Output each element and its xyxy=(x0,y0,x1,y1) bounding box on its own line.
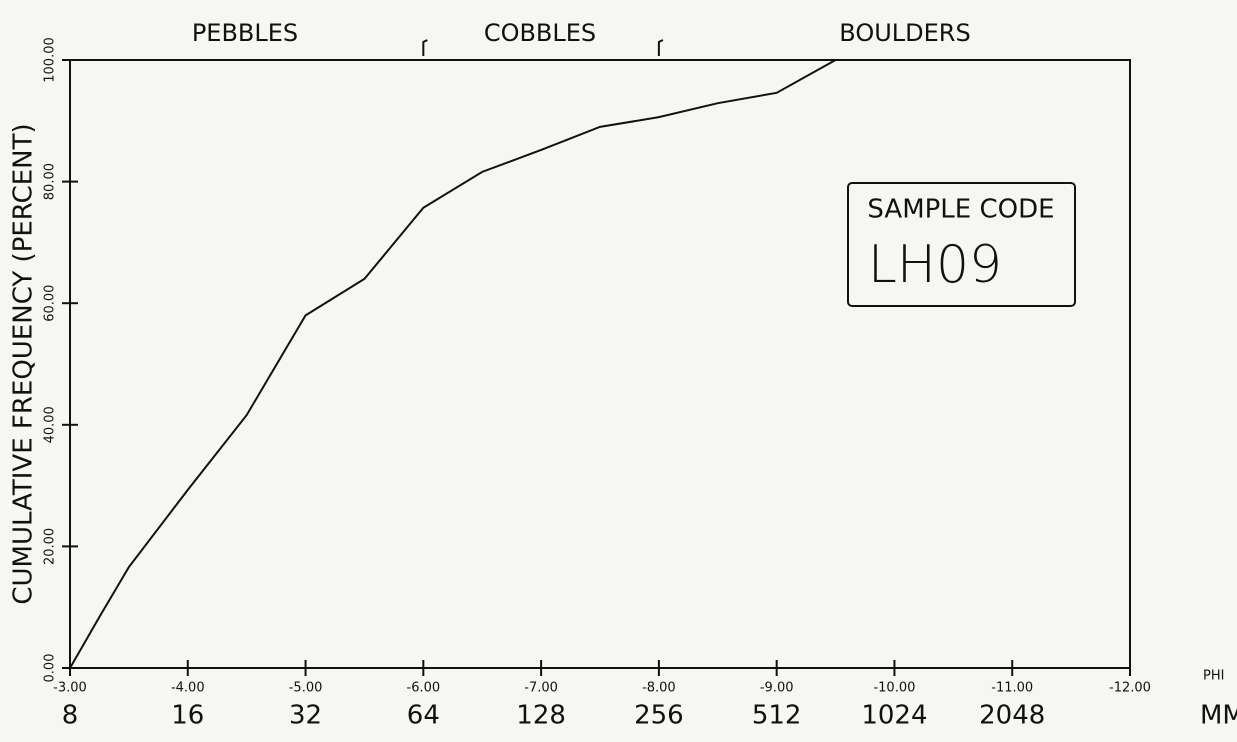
size-class-boundary xyxy=(422,39,428,56)
size-class-label: BOULDERS xyxy=(839,19,970,47)
x-tick-label: -5.00 xyxy=(289,681,323,696)
x2-axis-label: MM xyxy=(1200,701,1237,731)
x-tick-label: -6.00 xyxy=(407,681,441,696)
x-tick-label: -4.00 xyxy=(171,681,205,696)
x-tick-label: -12.00 xyxy=(1109,681,1151,696)
x-tick-label: -7.00 xyxy=(524,681,558,696)
y-axis-label: CUMULATIVE FREQUENCY (PERCENT) xyxy=(9,123,39,604)
mm-label: 1024 xyxy=(861,701,927,731)
x-tick-label: -9.00 xyxy=(760,681,794,696)
x-axis-label: PHI xyxy=(1203,669,1224,684)
mm-label: 64 xyxy=(407,701,440,731)
mm-label: 128 xyxy=(516,701,566,731)
mm-label: 256 xyxy=(634,701,684,731)
mm-label: 32 xyxy=(289,701,322,731)
x-tick-label: -3.00 xyxy=(53,681,87,696)
size-class-boundary xyxy=(657,39,664,56)
annotation-code: LH09 xyxy=(868,235,1002,295)
x-tick-label: -8.00 xyxy=(642,681,676,696)
y-tick-label: 40.00 xyxy=(43,406,58,443)
x-tick-label: -11.00 xyxy=(991,681,1033,696)
data-line xyxy=(69,59,837,669)
mm-label: 8 xyxy=(62,701,79,731)
y-tick-label: 0.00 xyxy=(43,654,58,683)
x-tick-label: -10.00 xyxy=(873,681,915,696)
annotation-title: SAMPLE CODE xyxy=(867,195,1054,225)
mm-label: 512 xyxy=(752,701,802,731)
size-class-label: PEBBLES xyxy=(192,19,298,47)
size-class-label: COBBLES xyxy=(484,19,596,47)
y-tick-label: 60.00 xyxy=(43,285,58,322)
y-tick-label: 80.00 xyxy=(43,163,58,200)
plot-frame xyxy=(69,59,1131,669)
y-tick-label: 20.00 xyxy=(43,528,58,565)
mm-label: 16 xyxy=(171,701,204,731)
y-tick-label: 100.00 xyxy=(43,37,58,83)
mm-label: 2048 xyxy=(979,701,1045,731)
annotation-box xyxy=(847,182,1076,307)
